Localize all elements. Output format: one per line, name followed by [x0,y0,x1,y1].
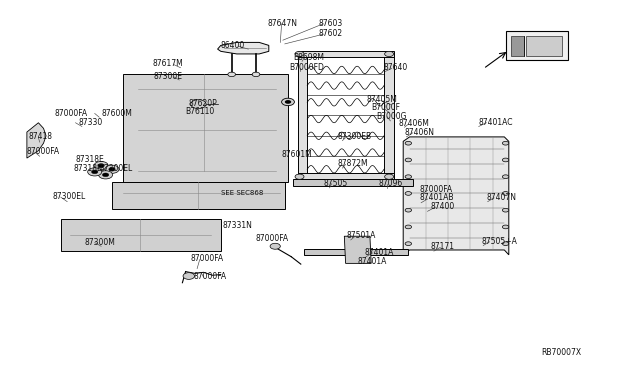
Circle shape [405,141,412,145]
Polygon shape [526,36,562,56]
Text: 87400: 87400 [430,202,454,211]
Circle shape [405,192,412,195]
Text: 87171: 87171 [430,242,454,251]
Circle shape [183,273,195,279]
Text: 87406M: 87406M [398,119,429,128]
Circle shape [98,164,104,167]
Circle shape [88,168,102,176]
Circle shape [105,165,119,173]
Text: 87401AB: 87401AB [419,193,454,202]
Circle shape [295,51,304,57]
Text: 87300M: 87300M [84,238,115,247]
Circle shape [405,208,412,212]
Text: 87602: 87602 [319,29,343,38]
Circle shape [92,170,98,174]
Circle shape [109,167,115,171]
Circle shape [502,242,509,246]
Text: 87401A: 87401A [365,248,394,257]
Text: 87640: 87640 [384,63,408,72]
Circle shape [295,174,304,179]
Polygon shape [27,123,46,158]
Polygon shape [218,42,269,54]
Circle shape [252,72,260,77]
Text: 87300E: 87300E [154,72,182,81]
Circle shape [99,171,113,179]
Text: 87000FA: 87000FA [256,234,289,243]
Text: 87872M: 87872M [338,159,369,168]
Circle shape [228,72,236,77]
Circle shape [405,242,412,246]
Text: SEE SEC868: SEE SEC868 [221,190,263,196]
Polygon shape [61,219,221,251]
Text: 87331N: 87331N [223,221,253,230]
Text: 87505: 87505 [323,179,348,187]
Circle shape [502,175,509,179]
Circle shape [385,174,394,179]
Text: 87407N: 87407N [486,193,516,202]
Circle shape [94,161,108,170]
Text: B7000G: B7000G [376,112,407,121]
Circle shape [502,208,509,212]
Text: B7000F: B7000F [371,103,400,112]
Text: B76110: B76110 [186,107,215,116]
Polygon shape [298,52,307,179]
Circle shape [285,100,291,104]
Text: B8698M: B8698M [293,53,324,62]
Text: 87647N: 87647N [268,19,298,28]
Text: 87505+A: 87505+A [481,237,517,246]
Circle shape [405,175,412,179]
Circle shape [405,225,412,229]
Text: 87401AC: 87401AC [479,118,513,126]
Text: 87617M: 87617M [152,60,183,68]
Circle shape [502,158,509,162]
Circle shape [502,141,509,145]
Text: RB70007X: RB70007X [541,348,581,357]
Circle shape [405,158,412,162]
Text: 86400: 86400 [221,41,245,50]
Text: 87601M: 87601M [282,150,312,159]
Text: 87318E: 87318E [74,164,102,173]
Polygon shape [304,249,408,255]
FancyBboxPatch shape [506,31,568,60]
Text: 87000FA: 87000FA [193,272,227,280]
Polygon shape [384,52,394,179]
Text: 87300EB: 87300EB [338,132,372,141]
Polygon shape [123,74,288,182]
Text: 87318E: 87318E [76,155,104,164]
Circle shape [191,100,206,109]
Text: 87501A: 87501A [347,231,376,240]
Text: 87405M: 87405M [366,95,397,104]
Circle shape [385,51,394,57]
Polygon shape [298,51,394,57]
Circle shape [502,192,509,195]
Text: 87096: 87096 [379,179,403,187]
Circle shape [102,173,109,177]
Text: 87000FA: 87000FA [54,109,88,118]
Polygon shape [298,173,394,179]
Circle shape [502,225,509,229]
Text: 87000FA: 87000FA [191,254,224,263]
Text: 87600M: 87600M [101,109,132,118]
Text: 87418: 87418 [29,132,52,141]
Circle shape [282,98,294,106]
Text: 87603: 87603 [319,19,343,28]
Polygon shape [403,137,509,255]
Polygon shape [112,182,285,209]
Polygon shape [293,179,413,186]
Text: 87401A: 87401A [357,257,387,266]
Text: 87000FA: 87000FA [27,147,60,156]
Text: B7000FD: B7000FD [289,63,324,72]
Polygon shape [511,36,524,56]
Text: 87000FA: 87000FA [419,185,452,194]
Text: 87406N: 87406N [404,128,435,137]
Text: 87620P: 87620P [189,99,218,108]
Polygon shape [344,236,371,263]
Text: 87330: 87330 [78,118,102,126]
Text: 87300EL: 87300EL [52,192,86,201]
Circle shape [270,243,280,249]
Text: 87300EL: 87300EL [99,164,132,173]
